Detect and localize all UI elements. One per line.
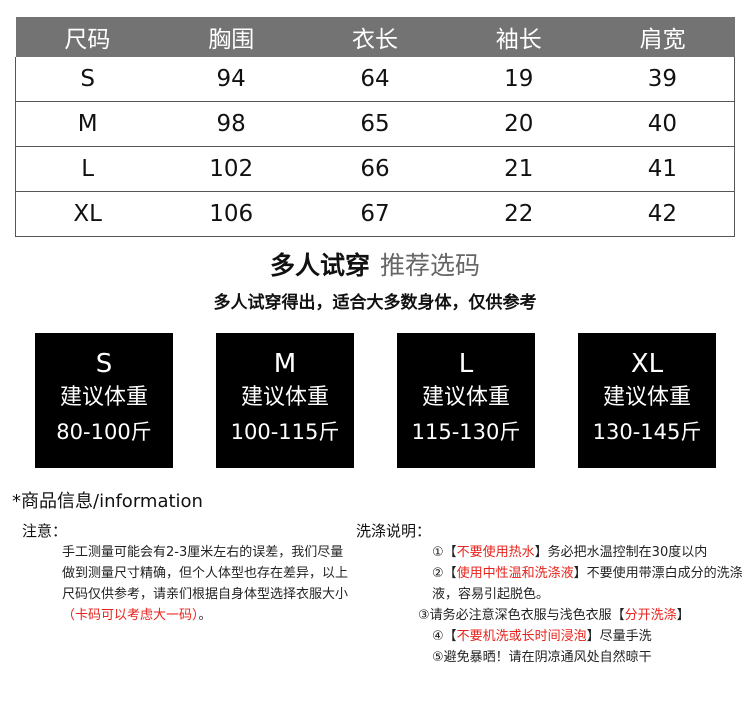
cell: 102 (159, 146, 304, 192)
note-end: 。 (198, 608, 212, 623)
box-size: M (273, 349, 297, 379)
recommend-subtitle: 多人试穿得出，适合大多数身体，仅供参考 (213, 293, 537, 313)
info-heading: *商品信息/information (12, 491, 203, 512)
note-red: （卡码可以考虑大一码） (62, 608, 199, 623)
cell: L (15, 146, 160, 192)
wash-post: 】务必把水温控制在30度以内 (534, 545, 708, 560)
cell: 20 (446, 101, 591, 147)
table-row: S 94 64 19 39 (15, 57, 735, 102)
wash-list: ①【不要使用热水】务必把水温控制在30度以内 ②【使用中性温和洗涤液】不要使用带… (418, 542, 750, 668)
box-range: 80-100斤 (56, 420, 152, 444)
wash-item: ⑤避免暴晒！请在阴凉通风处自然晾干 (432, 647, 750, 668)
box-label: 建议体重 (240, 385, 329, 410)
cell: 39 (590, 57, 735, 102)
cell: 22 (446, 191, 591, 237)
recommend-title: 多人试穿 推荐选码 (0, 246, 750, 282)
wash-post: 】不要使用带漂白成分的洗涤液，容易引起脱色。 (432, 566, 743, 602)
cell: 19 (446, 57, 591, 102)
wash-post: 】 (676, 608, 690, 623)
box-label: 建议体重 (602, 385, 691, 410)
wash-red: 分开洗涤 (624, 608, 677, 623)
wash-red: 使用中性温和洗涤液 (456, 566, 574, 581)
box-label: 建议体重 (421, 385, 510, 410)
wash-pre: ⑤避免暴晒！请在阴凉通风处自然晾干 (432, 650, 652, 665)
cell: 67 (303, 191, 447, 237)
wash-item: ①【不要使用热水】务必把水温控制在30度以内 (432, 542, 750, 563)
box-range: 130-145斤 (592, 420, 702, 444)
box-size: XL (630, 349, 664, 379)
cell: 65 (303, 101, 447, 147)
cell: M (15, 101, 160, 147)
cell: 41 (590, 146, 735, 192)
box-size: S (95, 349, 113, 379)
wash-red: 不要使用热水 (456, 545, 535, 560)
cell: 64 (303, 57, 447, 102)
size-table: 尺码 胸围 衣长 袖长 肩宽 S 94 64 19 39 M 98 65 20 40 L 102 6… (15, 17, 735, 237)
cell: 106 (159, 191, 304, 237)
table-row: XL 106 67 22 42 (15, 191, 735, 237)
recommend-title-main: 多人试穿 (269, 251, 370, 280)
wash-pre: ②【 (432, 566, 457, 581)
size-box-s: S 建议体重 80-100斤 (35, 333, 173, 468)
header-sleeve: 袖长 (446, 17, 591, 57)
table-row: L 102 66 21 41 (15, 146, 735, 192)
table-header-row: 尺码 胸围 衣长 袖长 肩宽 (15, 17, 735, 57)
wash-red: 不要机洗或长时间浸泡 (456, 629, 587, 644)
cell: 42 (590, 191, 735, 237)
wash-pre: ④【 (432, 629, 457, 644)
cell: XL (15, 191, 160, 237)
cell: 98 (159, 101, 304, 147)
header-shoulder: 肩宽 (590, 17, 735, 57)
cell: 40 (590, 101, 735, 147)
size-box-m: M 建议体重 100-115斤 (216, 333, 354, 468)
box-range: 115-130斤 (411, 420, 521, 444)
wash-item: ④【不要机洗或长时间浸泡】尽量手洗 (432, 626, 750, 647)
header-size: 尺码 (15, 17, 160, 57)
note-body: 手工测量可能会有2-3厘米左右的误差，我们尽量做到测量尺寸精确，但个人体型也存在… (62, 545, 349, 602)
size-box-l: L 建议体重 115-130斤 (397, 333, 535, 468)
cell: S (15, 57, 160, 102)
table-row: M 98 65 20 40 (15, 101, 735, 147)
box-label: 建议体重 (59, 385, 148, 410)
wash-heading: 洗涤说明： (356, 522, 432, 540)
size-box-xl: XL 建议体重 130-145斤 (578, 333, 716, 468)
header-length: 衣长 (303, 17, 447, 57)
cell: 21 (446, 146, 591, 192)
cell: 94 (159, 57, 304, 102)
wash-post: 】尽量手洗 (586, 629, 652, 644)
wash-item: ②【使用中性温和洗涤液】不要使用带漂白成分的洗涤液，容易引起脱色。 (432, 563, 750, 605)
wash-item: ③请务必注意深色衣服与浅色衣服【分开洗涤】 (418, 605, 750, 626)
wash-pre: ①【 (432, 545, 457, 560)
wash-pre: ③请务必注意深色衣服与浅色衣服【 (418, 608, 625, 623)
box-range: 100-115斤 (230, 420, 340, 444)
note-heading: 注意： (22, 522, 68, 540)
box-size: L (458, 349, 474, 379)
cell: 66 (303, 146, 447, 192)
recommend-title-sub: 推荐选码 (380, 251, 481, 280)
header-chest: 胸围 (159, 17, 304, 57)
note-text: 手工测量可能会有2-3厘米左右的误差，我们尽量做到测量尺寸精确，但个人体型也存在… (62, 542, 352, 626)
